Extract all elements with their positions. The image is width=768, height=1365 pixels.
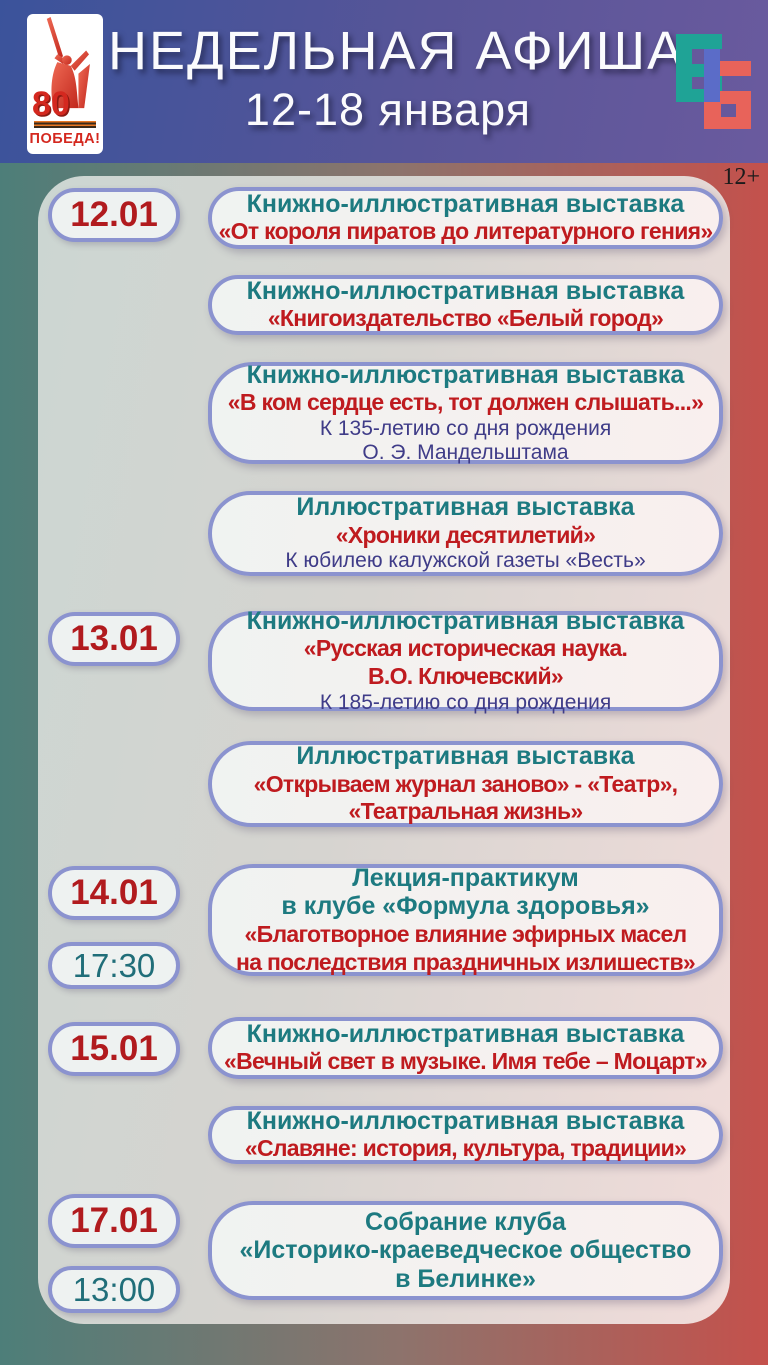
event-type-label: Собрание клуба	[365, 1207, 566, 1236]
event-card: Книжно-иллюстративная выставка «От корол…	[208, 187, 723, 249]
victory-80-logo: 80 ПОБЕДА!	[27, 14, 103, 154]
event-type-label: Книжно-иллюстративная выставка	[246, 276, 685, 305]
event-card: Иллюстративная выставка «Открываем журна…	[208, 741, 723, 827]
event-type-label: Лекция-практикум	[352, 863, 579, 892]
event-title: «Театральная жизнь»	[348, 798, 583, 825]
event-title: «Русская историческая наука.	[303, 635, 628, 662]
event-note: О. Э. Мандельштама	[362, 441, 569, 465]
event-title: «Вечный свет в музыке. Имя тебе – Моцарт…	[224, 1048, 708, 1075]
date-pill-15-01: 15.01	[48, 1022, 180, 1076]
event-note: К 185-летию со дня рождения	[319, 690, 612, 714]
event-card: Книжно-иллюстративная выставка «Русская …	[208, 607, 723, 714]
date-pill-14-01: 14.01	[48, 866, 180, 920]
event-card: Книжно-иллюстративная выставка «Книгоизд…	[208, 275, 723, 335]
header-banner: 80 ПОБЕДА! НЕДЕЛЬНАЯ АФИША 12-18 января	[0, 0, 768, 163]
event-title: на последствия праздничных излишеств»	[236, 948, 696, 975]
event-title: «Благотворное влияние эфирных масел	[244, 920, 688, 947]
victory-number: 80	[32, 85, 70, 123]
event-type-label: Иллюстративная выставка	[296, 742, 635, 771]
event-type-label: Книжно-иллюстративная выставка	[246, 1019, 685, 1048]
event-title: «От короля пиратов до литературного гени…	[218, 218, 714, 245]
event-title: «Славяне: история, культура, традиции»	[244, 1135, 687, 1162]
event-card: Лекция-практикум в клубе «Формула здоров…	[208, 864, 723, 976]
event-card: Книжно-иллюстративная выставка «В ком се…	[208, 360, 723, 465]
event-card: Собрание клуба «Историко-краеведческое о…	[208, 1201, 723, 1300]
time-pill-13-00: 13:00	[48, 1266, 180, 1313]
event-title: «В ком сердце есть, тот должен слышать..…	[227, 389, 704, 416]
event-type-label: Книжно-иллюстративная выставка	[246, 606, 685, 635]
date-pill-13-01: 13.01	[48, 612, 180, 666]
event-title: В.О. Ключевский»	[368, 663, 564, 690]
library-bb-logo-icon	[676, 34, 751, 129]
event-title: «Открываем журнал заново» - «Театр»,	[253, 770, 678, 797]
date-pill-17-01: 17.01	[48, 1194, 180, 1248]
schedule-panel: 12.01 13.01 14.01 17:30 15.01 17.01 13:0…	[38, 176, 730, 1324]
event-type-label: в Белинке»	[395, 1264, 536, 1293]
motherland-statue-icon	[46, 16, 90, 109]
date-pill-12-01: 12.01	[48, 188, 180, 242]
victory-label: ПОБЕДА!	[29, 131, 101, 147]
poster-subtitle: 12-18 января	[244, 84, 532, 135]
event-card: Книжно-иллюстративная выставка «Славяне:…	[208, 1106, 723, 1164]
event-type-label: Книжно-иллюстративная выставка	[246, 1106, 685, 1135]
georgievskaya-ribbon	[34, 121, 96, 128]
event-title: «Хроники десятилетий»	[335, 521, 596, 548]
age-rating-badge: 12+	[722, 164, 760, 190]
event-note: К юбилею калужской газеты «Весть»	[285, 549, 646, 573]
event-title: «Книгоиздательство «Белый город»	[267, 305, 664, 332]
time-pill-17-30: 17:30	[48, 942, 180, 989]
header-titles: НЕДЕЛЬНАЯ АФИША 12-18 января	[108, 20, 686, 136]
event-type-label: Книжно-иллюстративная выставка	[246, 189, 685, 218]
event-card: Книжно-иллюстративная выставка «Вечный с…	[208, 1017, 723, 1079]
poster-title: НЕДЕЛЬНАЯ АФИША	[108, 21, 686, 81]
event-type-label: Книжно-иллюстративная выставка	[246, 360, 685, 389]
event-note: К 135-летию со дня рождения	[319, 416, 612, 440]
event-type-label: Иллюстративная выставка	[296, 493, 635, 522]
event-type-label: в клубе «Формула здоровья»	[281, 892, 650, 921]
event-type-label: «Историко-краеведческое общество	[239, 1236, 692, 1265]
event-card: Иллюстративная выставка «Хроники десятил…	[208, 491, 723, 576]
